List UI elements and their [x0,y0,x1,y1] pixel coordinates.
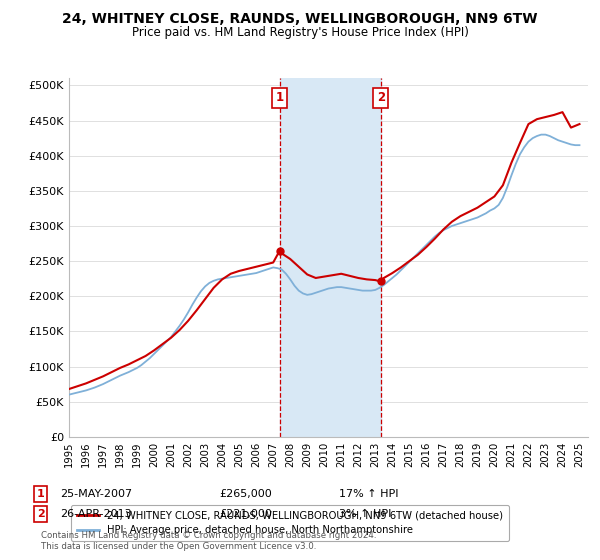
Text: 3% ↑ HPI: 3% ↑ HPI [339,509,391,519]
Text: £265,000: £265,000 [219,489,272,499]
Text: 2: 2 [37,509,44,519]
Text: Price paid vs. HM Land Registry's House Price Index (HPI): Price paid vs. HM Land Registry's House … [131,26,469,39]
Text: 24, WHITNEY CLOSE, RAUNDS, WELLINGBOROUGH, NN9 6TW: 24, WHITNEY CLOSE, RAUNDS, WELLINGBOROUG… [62,12,538,26]
Text: 25-MAY-2007: 25-MAY-2007 [60,489,132,499]
Text: 17% ↑ HPI: 17% ↑ HPI [339,489,398,499]
Text: Contains HM Land Registry data © Crown copyright and database right 2024.
This d: Contains HM Land Registry data © Crown c… [41,531,376,550]
Legend: 24, WHITNEY CLOSE, RAUNDS, WELLINGBOROUGH, NN9 6TW (detached house), HPI: Averag: 24, WHITNEY CLOSE, RAUNDS, WELLINGBOROUG… [71,505,509,541]
Text: £221,000: £221,000 [219,509,272,519]
Text: 1: 1 [37,489,44,499]
Text: 1: 1 [275,91,284,104]
Text: 2: 2 [377,91,385,104]
Text: 26-APR-2013: 26-APR-2013 [60,509,131,519]
Bar [280,78,381,437]
